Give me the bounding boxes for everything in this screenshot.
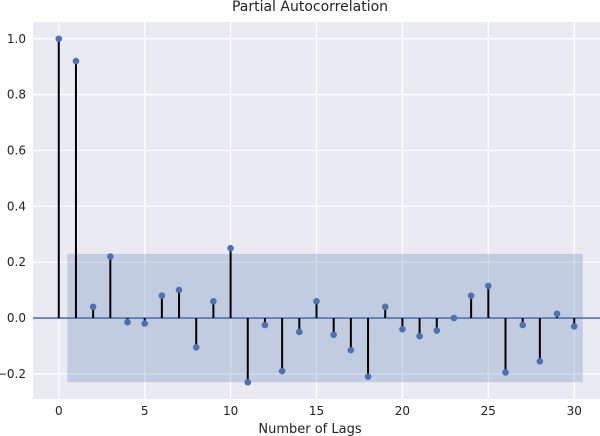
y-tick-label: 0.2 xyxy=(7,255,26,269)
marker-lag-30 xyxy=(570,323,578,330)
marker-lag-21 xyxy=(416,332,423,340)
marker-lag-13 xyxy=(278,367,286,375)
marker-lag-14 xyxy=(296,328,303,336)
marker-lag-3 xyxy=(107,253,114,260)
x-tick-label: 10 xyxy=(223,404,238,418)
marker-lag-4 xyxy=(124,318,131,326)
marker-lag-12 xyxy=(261,321,269,329)
marker-lag-29 xyxy=(553,310,561,318)
marker-lag-15 xyxy=(313,297,320,305)
x-tick-label: 25 xyxy=(481,404,496,418)
marker-lag-17 xyxy=(347,346,355,354)
marker-lag-5 xyxy=(141,320,148,327)
x-tick-label: 0 xyxy=(55,404,63,418)
y-tick-label: −0.2 xyxy=(0,367,26,381)
marker-lag-27 xyxy=(519,321,526,329)
marker-lag-8 xyxy=(192,344,200,351)
marker-lag-18 xyxy=(364,373,372,380)
x-tick-label: 20 xyxy=(395,404,410,418)
marker-lag-6 xyxy=(158,292,166,299)
chart-title: Partial Autocorrelation xyxy=(232,0,388,15)
marker-lag-19 xyxy=(381,303,389,311)
y-tick-label: 0.8 xyxy=(7,88,26,102)
marker-lag-22 xyxy=(433,327,441,334)
marker-lag-20 xyxy=(399,325,406,333)
x-axis-label: Number of Lags xyxy=(258,422,361,436)
marker-lag-2 xyxy=(89,303,97,311)
marker-lag-25 xyxy=(485,282,492,290)
marker-lag-7 xyxy=(175,286,183,294)
marker-lag-23 xyxy=(450,314,458,322)
x-tick-label: 15 xyxy=(309,404,324,418)
marker-lag-16 xyxy=(330,331,337,339)
y-tick-label: 0.0 xyxy=(7,311,26,325)
marker-lag-0 xyxy=(55,35,63,43)
x-tick-label: 30 xyxy=(567,404,582,418)
marker-lag-24 xyxy=(467,292,475,299)
marker-lag-10 xyxy=(227,244,234,252)
y-tick-labels: −0.2 0.0 0.2 0.4 0.6 0.8 1.0 xyxy=(0,32,26,381)
marker-lag-1 xyxy=(72,57,80,65)
y-tick-label: 0.6 xyxy=(7,143,26,157)
y-tick-label: 0.4 xyxy=(7,199,26,213)
marker-lag-28 xyxy=(536,358,544,365)
markers xyxy=(55,35,578,386)
marker-lag-26 xyxy=(502,369,509,376)
y-tick-label: 1.0 xyxy=(7,32,26,46)
marker-lag-9 xyxy=(210,297,217,305)
marker-lag-11 xyxy=(244,378,252,386)
x-tick-labels: 0 5 10 15 20 25 30 xyxy=(55,404,582,418)
x-tick-label: 5 xyxy=(141,404,149,418)
